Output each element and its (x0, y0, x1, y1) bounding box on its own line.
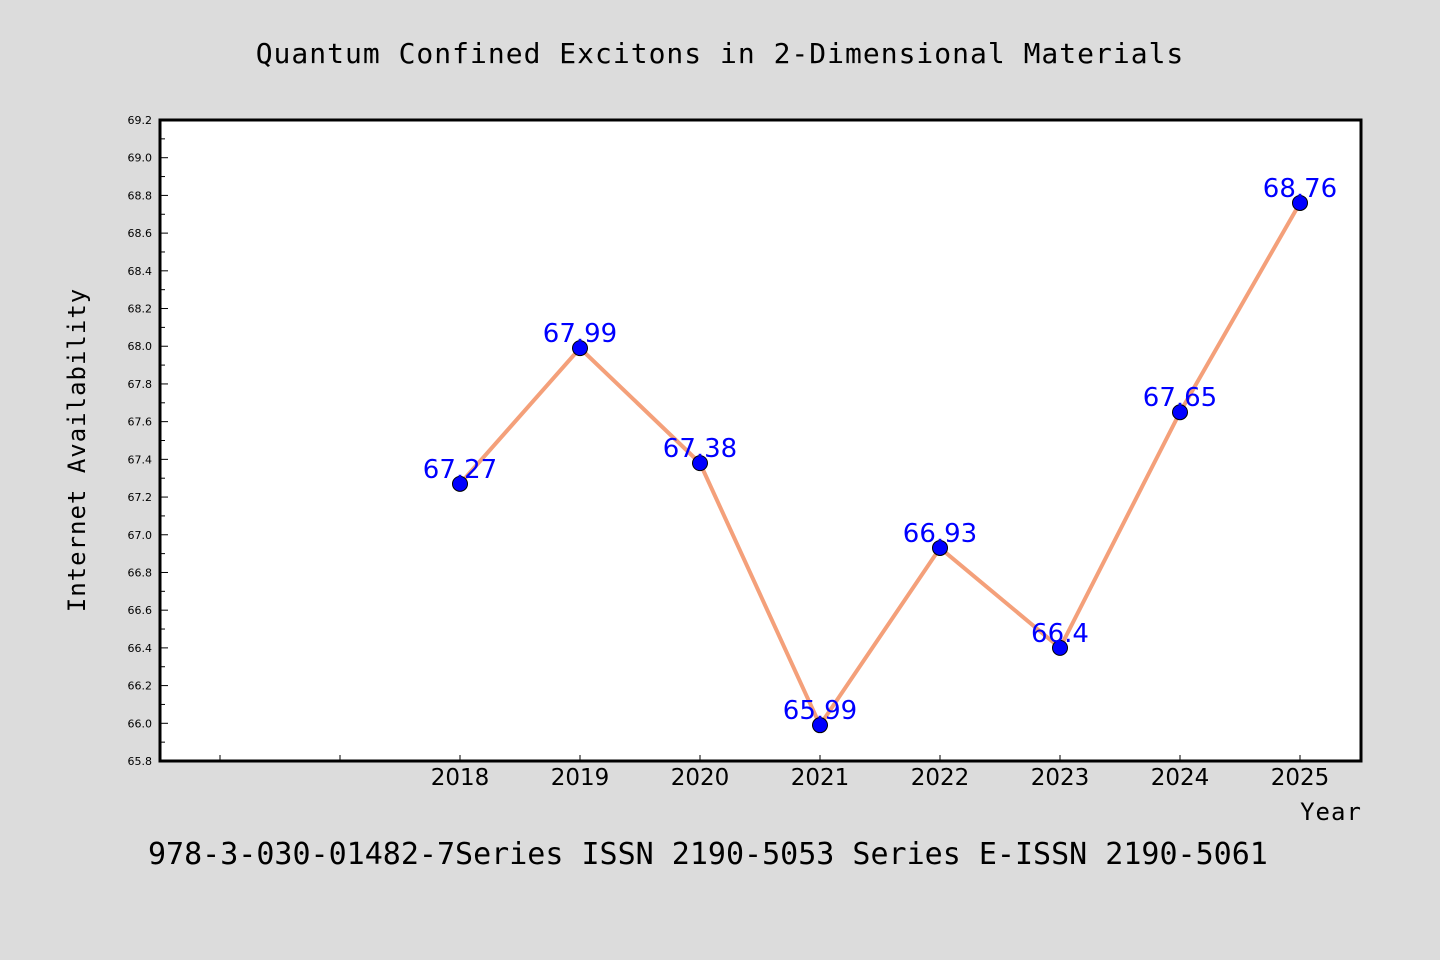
data-point (812, 717, 828, 734)
y-tick-label: 68.2 (128, 303, 153, 316)
x-tick-label: 2020 (671, 765, 730, 791)
y-tick-label: 68.8 (128, 189, 153, 202)
y-tick-label: 67.2 (128, 491, 153, 504)
x-tick-label: 2018 (431, 765, 490, 791)
data-point (1292, 194, 1308, 211)
data-label: 68.76 (1263, 174, 1337, 204)
x-tick-label: 2021 (791, 765, 850, 791)
footer-text: 978-3-030-01482-7Series ISSN 2190-5053 S… (148, 837, 1268, 872)
data-label: 67.38 (663, 434, 737, 464)
y-tick-label: 68.6 (128, 227, 153, 240)
x-axis: 2018 2019 2020 2021 2022 2023 2024 2025 (219, 755, 1330, 791)
x-tick-label: 2019 (551, 765, 610, 791)
data-label: 66.4 (1031, 619, 1089, 649)
data-label: 65.99 (783, 696, 857, 726)
data-label: 67.65 (1143, 383, 1217, 413)
y-tick-label: 66.6 (128, 604, 153, 617)
series-polyline (458, 201, 1302, 728)
data-labels: 67.27 67.99 67.38 65.99 66.93 66.4 67.65 68.76 (423, 174, 1337, 726)
y-tick-label: 67.0 (128, 529, 153, 542)
y-axis-label: Internet Availability (63, 288, 91, 612)
data-point (1172, 404, 1188, 421)
y-tick-label: 66.0 (128, 717, 153, 730)
data-point (572, 340, 588, 357)
y-axis: 65.8 66.0 66.2 66.4 66.6 66.8 67.0 67.2 67.4 67.6… (128, 114, 168, 768)
y-tick-label: 68.4 (128, 265, 153, 278)
x-tick-label: 2025 (1271, 765, 1330, 791)
series-line (458, 201, 1302, 728)
data-label: 67.27 (423, 455, 497, 485)
y-tick-label: 66.8 (128, 566, 153, 579)
data-point (1052, 639, 1068, 656)
x-axis-label: Year (1300, 798, 1362, 826)
y-tick-label: 67.8 (128, 378, 153, 391)
data-label: 67.99 (543, 319, 617, 349)
plot-area (158, 118, 1363, 763)
y-tick-label: 66.2 (128, 680, 153, 693)
x-tick-label: 2022 (911, 765, 970, 791)
data-point (932, 539, 948, 556)
series-markers (452, 194, 1308, 734)
y-tick-label: 69.0 (128, 152, 153, 165)
x-tick-label: 2023 (1031, 765, 1090, 791)
y-tick-label: 68.0 (128, 340, 153, 353)
data-label: 66.93 (903, 519, 977, 549)
y-tick-label: 66.4 (128, 642, 153, 655)
data-point (452, 475, 468, 492)
y-tick-label: 67.4 (128, 453, 153, 466)
x-tick-label: 2024 (1151, 765, 1210, 791)
data-point (692, 455, 708, 472)
y-tick-label: 65.8 (128, 755, 153, 768)
y-tick-label: 69.2 (128, 114, 153, 127)
chart-title: Quantum Confined Excitons in 2-Dimension… (256, 37, 1185, 70)
y-tick-label: 67.6 (128, 416, 153, 429)
